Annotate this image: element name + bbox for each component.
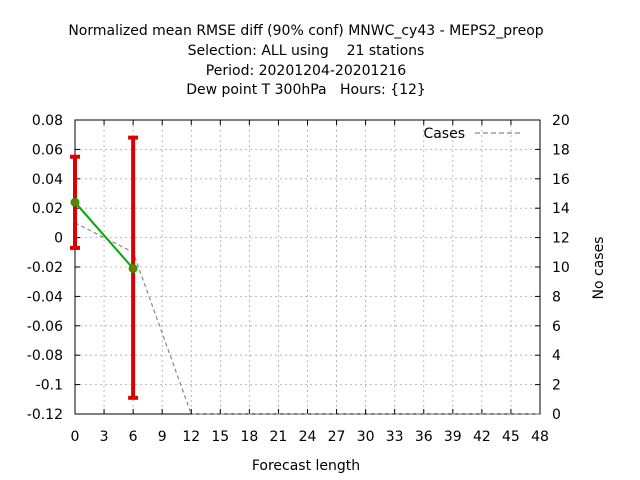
legend-label-cases: Cases [423,126,465,142]
y2-tick-label: 12 [552,231,570,247]
y-tick-label: -0.12 [27,407,63,423]
chart-title-line-1: Normalized mean RMSE diff (90% conf) MNW… [68,23,543,39]
legend: Cases [423,126,521,142]
y2-tick-label: 6 [552,319,561,335]
y-tick-label: -0.1 [36,378,63,394]
x-tick-label: 3 [100,429,109,445]
y-tick-label: 0.04 [32,172,63,188]
x-tick-label: 24 [299,429,317,445]
y2-tick-label: 0 [552,407,561,423]
y2-tick-label: 14 [552,201,570,217]
tick-labels: 0 3 6 9 12 15 18 21 24 27 30 33 36 39 42 45 480.080.060.… [27,113,570,445]
diff-point [70,197,80,207]
x-tick-label: 48 [531,429,549,445]
y2-tick-label: 16 [552,172,570,188]
x-tick-label: 30 [357,429,375,445]
y-tick-label: -0.02 [27,260,63,276]
x-tick-label: 21 [270,429,288,445]
x-tick-label: 15 [211,429,229,445]
y-tick-label: 0 [54,231,63,247]
x-tick-label: 12 [182,429,200,445]
x-tick-label: 9 [158,429,167,445]
y2-tick-label: 4 [552,348,561,364]
y2-tick-label: 8 [552,289,561,305]
x-tick-label: 18 [240,429,258,445]
y-tick-label: -0.04 [27,289,63,305]
y-tick-label: 0.06 [32,142,63,158]
diff-point [128,263,138,273]
y-tick-label: 0.02 [32,201,63,217]
x-tick-label: 36 [415,429,433,445]
x-tick-label: 27 [328,429,346,445]
x-tick-label: 6 [129,429,138,445]
diff-line [74,201,134,270]
x-tick-label: 42 [473,429,491,445]
x-tick-label: 45 [502,429,520,445]
chart-title-line-2: Selection: ALL using 21 stations [188,43,425,59]
x-tick-label: 0 [71,429,80,445]
chart-title: Normalized mean RMSE diff (90% conf) MNW… [68,23,543,98]
y2-axis-label: No cases [591,237,607,300]
chart-title-line-3: Period: 20201204-20201216 [206,63,406,79]
y-tick-label: -0.06 [27,319,63,335]
y-tick-label: -0.08 [27,348,63,364]
y2-tick-label: 10 [552,260,570,276]
grid [75,120,540,414]
x-tick-label: 33 [386,429,404,445]
y2-tick-label: 20 [552,113,570,129]
x-axis-label: Forecast length [252,458,360,474]
y2-tick-label: 18 [552,142,570,158]
series-layer [70,135,540,415]
x-tick-label: 39 [444,429,462,445]
y2-tick-label: 2 [552,378,561,394]
chart-title-line-4: Dew point T 300hPa Hours: {12} [186,82,426,98]
y-tick-label: 0.08 [32,113,63,129]
